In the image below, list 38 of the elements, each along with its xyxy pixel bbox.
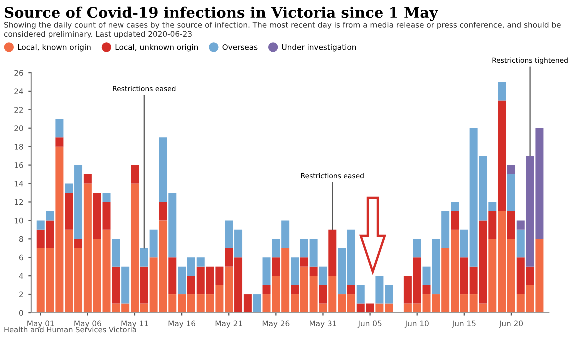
bar	[84, 174, 92, 184]
bar	[122, 266, 130, 304]
bar	[159, 202, 168, 221]
bar	[507, 174, 516, 212]
chart-title: Source of Covid-19 infections in Victoria since 1 May	[4, 6, 438, 22]
bar	[56, 119, 64, 138]
bar	[272, 258, 280, 276]
bar	[253, 294, 262, 313]
bar	[65, 193, 74, 230]
bar	[451, 202, 459, 212]
bar	[319, 285, 328, 304]
bar	[507, 165, 516, 175]
bar	[56, 138, 64, 147]
bar	[413, 239, 422, 258]
bar	[451, 211, 459, 230]
bar	[36, 220, 45, 230]
bar	[290, 285, 299, 295]
bar	[262, 258, 271, 286]
bar	[102, 193, 111, 202]
bar	[262, 285, 271, 295]
bar	[300, 258, 308, 267]
bar	[328, 230, 337, 276]
bar	[356, 285, 365, 304]
bar	[319, 266, 328, 286]
bar	[112, 266, 120, 304]
bar	[130, 165, 139, 184]
bar	[290, 258, 299, 286]
bar	[140, 266, 148, 304]
bar	[112, 239, 120, 267]
bar	[498, 82, 506, 101]
bar	[310, 266, 318, 276]
bar	[498, 100, 506, 212]
bar	[516, 230, 525, 258]
bar	[168, 258, 177, 295]
bar	[347, 285, 356, 295]
bar	[46, 211, 54, 221]
bar	[507, 211, 516, 240]
bar	[74, 239, 83, 248]
